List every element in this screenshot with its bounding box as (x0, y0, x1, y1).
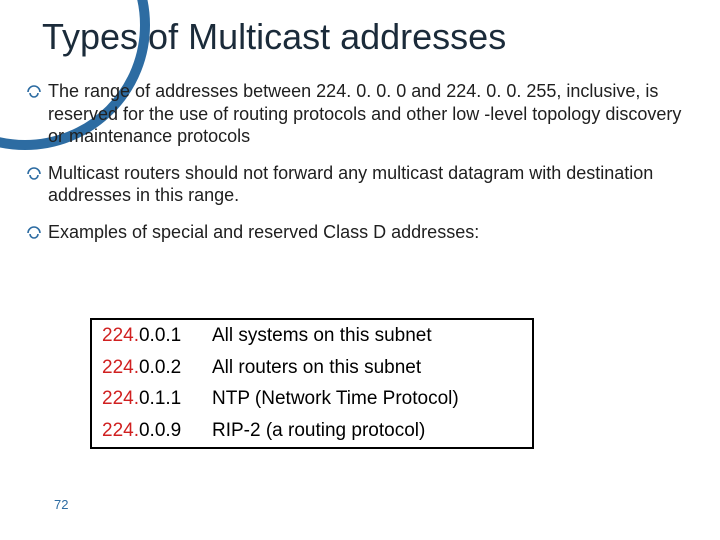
bullet-icon (26, 84, 42, 105)
addr-suffix: 0.0.2 (139, 357, 181, 378)
bullet-icon (26, 225, 42, 246)
addr-prefix: 224. (102, 388, 139, 409)
addr-prefix: 224. (102, 420, 139, 441)
addr-suffix: 0.0.9 (139, 420, 181, 441)
addr-prefix: 224. (102, 325, 139, 346)
addr-cell: 224.0.0.2 (92, 352, 202, 384)
bullet-2: Multicast routers should not forward any… (26, 162, 700, 207)
addr-cell: 224.0.0.9 (92, 415, 202, 447)
desc-cell: NTP (Network Time Protocol) (202, 383, 532, 415)
desc-cell: All routers on this subnet (202, 352, 532, 384)
bullet-1: The range of addresses between 224. 0. 0… (26, 80, 700, 148)
bullet-3: Examples of special and reserved Class D… (26, 221, 700, 246)
table-row: 224.0.0.2 All routers on this subnet (92, 352, 532, 384)
address-table: 224.0.0.1 All systems on this subnet 224… (90, 318, 534, 449)
bullet-text: The range of addresses between 224. 0. 0… (48, 80, 700, 148)
slide-container: Types of Multicast addresses The range o… (0, 0, 720, 540)
addr-cell: 224.0.0.1 (92, 320, 202, 352)
bullet-text: Multicast routers should not forward any… (48, 162, 700, 207)
desc-cell: All systems on this subnet (202, 320, 532, 352)
addr-suffix: 0.1.1 (139, 388, 181, 409)
table-row: 224.0.0.1 All systems on this subnet (92, 320, 532, 352)
addr-suffix: 0.0.1 (139, 325, 181, 346)
desc-cell: RIP-2 (a routing protocol) (202, 415, 532, 447)
addr-prefix: 224. (102, 357, 139, 378)
bullet-text: Examples of special and reserved Class D… (48, 221, 479, 244)
slide-title: Types of Multicast addresses (42, 16, 700, 58)
table-row: 224.0.0.9 RIP-2 (a routing protocol) (92, 415, 532, 447)
addr-cell: 224.0.1.1 (92, 383, 202, 415)
body-content: The range of addresses between 224. 0. 0… (26, 80, 700, 260)
bullet-icon (26, 166, 42, 187)
page-number: 72 (54, 497, 68, 512)
table-row: 224.0.1.1 NTP (Network Time Protocol) (92, 383, 532, 415)
